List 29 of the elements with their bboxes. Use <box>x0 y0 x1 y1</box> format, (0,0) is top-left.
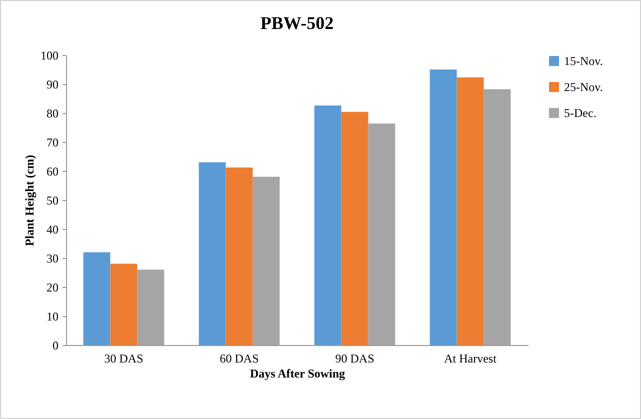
y-tick-label: 30 <box>46 252 58 266</box>
bar <box>198 162 226 345</box>
legend-label: 5-Dec. <box>564 106 596 120</box>
y-tick-label: 40 <box>46 222 58 236</box>
bar <box>83 252 110 345</box>
bar <box>226 168 253 345</box>
bar <box>314 105 342 345</box>
y-tick-label: 50 <box>46 194 58 208</box>
chart-title: PBW-502 <box>260 13 334 33</box>
y-tick-label: 60 <box>46 164 58 178</box>
y-tick-label: 90 <box>46 78 58 92</box>
y-tick-label: 10 <box>46 310 58 324</box>
x-tick-label: 30 DAS <box>104 352 144 366</box>
legend-label: 15-Nov. <box>564 54 603 68</box>
legend-label: 25-Nov. <box>564 80 603 94</box>
x-tick-label: 90 DAS <box>335 352 374 366</box>
x-tick-label: 60 DAS <box>220 352 259 366</box>
bar <box>110 264 138 345</box>
y-tick-label: 20 <box>46 280 58 294</box>
bar <box>341 112 368 345</box>
y-tick-label: 70 <box>46 136 58 150</box>
y-axis-title: Plant Height (cm) <box>22 154 36 246</box>
bar <box>430 70 457 345</box>
bar <box>456 77 484 345</box>
x-axis-title: Days After Sowing <box>250 366 346 380</box>
y-tick-label: 100 <box>40 48 58 62</box>
x-tick-label: At Harvest <box>444 352 498 366</box>
y-tick-label: 0 <box>52 338 58 352</box>
y-tick-label: 80 <box>46 106 58 120</box>
